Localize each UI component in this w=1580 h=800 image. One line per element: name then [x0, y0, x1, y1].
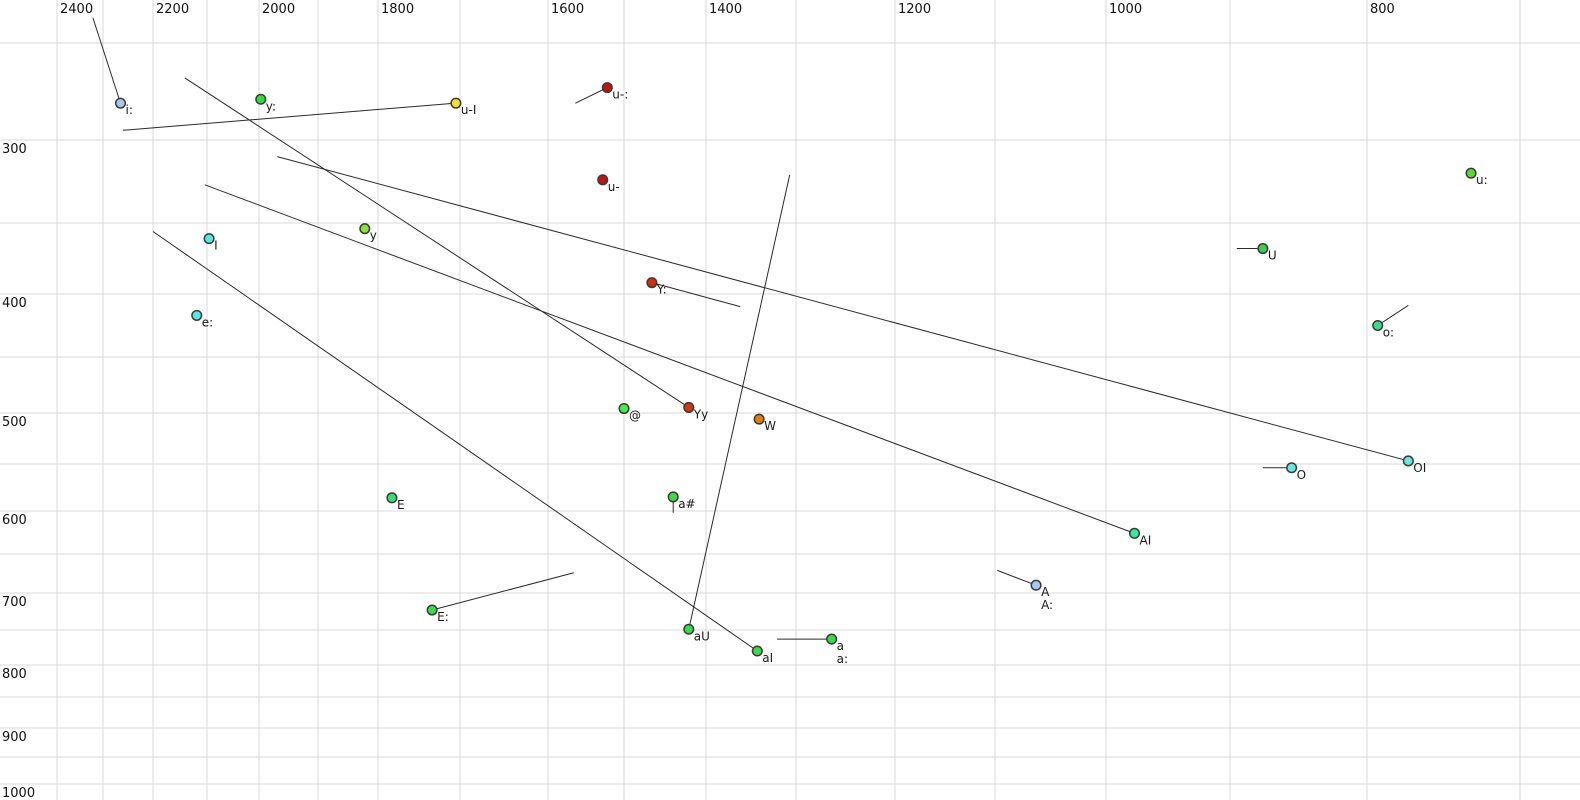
vowel-point[interactable] [1030, 579, 1042, 591]
trajectory-line [277, 156, 1409, 462]
vowel-point-label: i: [126, 103, 133, 117]
vowel-point[interactable] [667, 491, 679, 503]
trajectory-line [651, 282, 741, 308]
axis-tick-label-x: 1400 [709, 2, 742, 17]
trajectory-line [688, 174, 791, 630]
axis-tick-label-x: 800 [1370, 2, 1395, 17]
axis-tick-label-y: 900 [2, 730, 27, 745]
trajectory-line [575, 87, 608, 104]
vowel-point[interactable] [597, 174, 609, 186]
vowel-point-label: U [1268, 249, 1277, 263]
vowel-point[interactable] [618, 402, 630, 415]
axis-tick-label-y: 600 [2, 513, 27, 528]
vowel-points-group [114, 82, 1477, 657]
trajectories-group [92, 17, 1409, 652]
vowel-point[interactable] [255, 93, 267, 105]
vowel-point-label: O [1297, 468, 1306, 482]
vowel-point[interactable] [359, 223, 371, 235]
vowel-point-label: a# [678, 497, 695, 511]
trajectory-line [184, 77, 690, 408]
vowel-point[interactable] [386, 492, 398, 504]
trajectory-line [1377, 304, 1409, 326]
axis-tick-label-y: 800 [2, 667, 27, 682]
vowel-point[interactable] [191, 309, 203, 321]
trajectory-line [122, 102, 456, 131]
vowel-point-label: I [214, 239, 218, 253]
vowel-point[interactable] [1402, 455, 1414, 467]
axis-tick-label-y: 1000 [2, 786, 35, 800]
vowel-point-label: W [764, 419, 776, 433]
vowel-point-label: aU [694, 629, 710, 643]
vowel-point[interactable] [1128, 527, 1141, 539]
vowel-point[interactable] [114, 97, 127, 109]
vowel-point[interactable] [450, 97, 462, 109]
vowel-point[interactable] [826, 633, 838, 645]
vowel-point[interactable] [753, 413, 765, 425]
vowel-point-label: o: [1383, 326, 1394, 340]
vowel-point[interactable] [1257, 243, 1269, 255]
vowel-point-label: y [370, 229, 377, 243]
vowel-point-label: u- [608, 180, 620, 194]
vowel-point[interactable] [203, 233, 215, 245]
axis-tick-label-y: 500 [2, 415, 27, 430]
vowel-point[interactable] [1286, 462, 1298, 474]
vowel-point[interactable] [426, 604, 438, 616]
axis-tick-label-x: 1000 [1109, 2, 1142, 17]
trajectory-line [204, 184, 1135, 534]
axis-labels-group: 2400 2200 2000 1800 1600 1400 1200 1000 800 300 40… [2, 2, 1395, 800]
trajectory-line [92, 17, 121, 104]
axis-tick-label-x: 2200 [156, 2, 189, 17]
vowel-point-label: AI [1140, 533, 1152, 547]
trajectory-line [431, 572, 574, 611]
trajectory-line [997, 569, 1037, 586]
axis-tick-label-x: 2000 [262, 2, 295, 17]
vowel-point-label: aI [762, 651, 773, 665]
trajectory-line [152, 231, 758, 652]
vowel-point-label: @ [629, 409, 641, 423]
vowel-point[interactable] [646, 277, 658, 289]
vowel-point[interactable] [683, 623, 695, 635]
axis-tick-label-x: 1800 [381, 2, 414, 17]
axis-tick-label-x: 2400 [60, 2, 93, 17]
vowel-point-label: u-: [612, 88, 628, 102]
vowel-point[interactable] [601, 82, 613, 94]
vowel-point-label: A [1041, 585, 1050, 599]
axis-tick-label-x: 1600 [551, 2, 584, 17]
vowel-point-label: Y: [656, 283, 667, 297]
vowel-point-label: OI [1413, 461, 1426, 475]
vowel-point-label: E [397, 498, 405, 512]
vowel-point-label: A: [1041, 598, 1053, 612]
vowel-point-label: E: [437, 610, 449, 624]
vowel-point[interactable] [751, 645, 763, 657]
vowel-point-label: y: [266, 99, 276, 113]
vowel-point[interactable] [1465, 167, 1477, 179]
vowel-point-label: a [837, 639, 844, 653]
vowel-point-label: u-I [461, 103, 476, 117]
axis-tick-label-y: 400 [2, 296, 27, 311]
vowel-point[interactable] [683, 401, 695, 413]
axis-tick-label-x: 1200 [898, 2, 931, 17]
vowel-labels-group: i: y: u-I u-: u-u: Iy Ue: o: Y: @ Yy W O OI E a# AI AA: E:… [126, 88, 1488, 666]
vowel-point-label: u: [1476, 173, 1488, 187]
vowel-point[interactable] [1372, 319, 1384, 332]
axis-tick-label-y: 700 [2, 595, 27, 610]
axis-tick-label-y: 300 [2, 142, 27, 157]
vowel-point-label: e: [202, 315, 213, 329]
vowel-point-label: a: [837, 652, 848, 666]
vowel-point-label: Yy [693, 407, 708, 421]
